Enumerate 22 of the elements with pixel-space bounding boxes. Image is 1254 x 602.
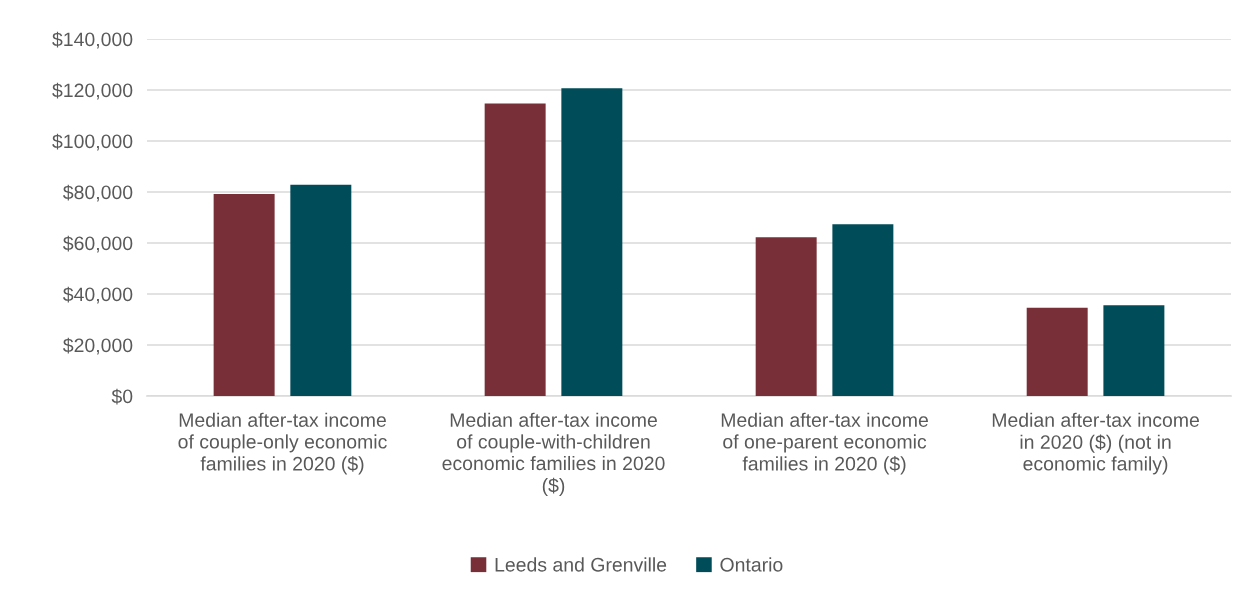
bar (1103, 305, 1165, 396)
y-tick-label: $80,000 (63, 184, 133, 202)
y-tick-label: $120,000 (52, 82, 133, 100)
x-tick-label: Median after-tax income of couple-only economic families in 2020 ($) (178, 412, 387, 475)
bar (290, 184, 352, 396)
x-tick-label: Median after-tax income in 2020 ($) (not in economic family) (992, 412, 1199, 475)
y-tick-label: $20,000 (63, 337, 133, 355)
bar (561, 88, 623, 396)
bar (213, 194, 275, 396)
legend-label: Ontario (720, 557, 783, 572)
y-tick-label: $0 (111, 388, 133, 405)
x-tick-label: Median after-tax income of couple-with-children economic families in 2020 ($) (442, 412, 665, 497)
bar (1026, 307, 1088, 396)
y-tick-label: $40,000 (63, 286, 133, 304)
x-tick-label: Median after-tax income of one-parent economic families in 2020 ($) (721, 412, 928, 475)
bar (484, 103, 546, 396)
y-tick-label: $60,000 (63, 235, 133, 253)
bar (832, 224, 894, 396)
y-tick-label: $100,000 (52, 133, 133, 151)
y-tick-label: $140,000 (52, 31, 133, 49)
bar (755, 237, 817, 396)
legend-label: Leeds and Grenville (495, 557, 667, 572)
